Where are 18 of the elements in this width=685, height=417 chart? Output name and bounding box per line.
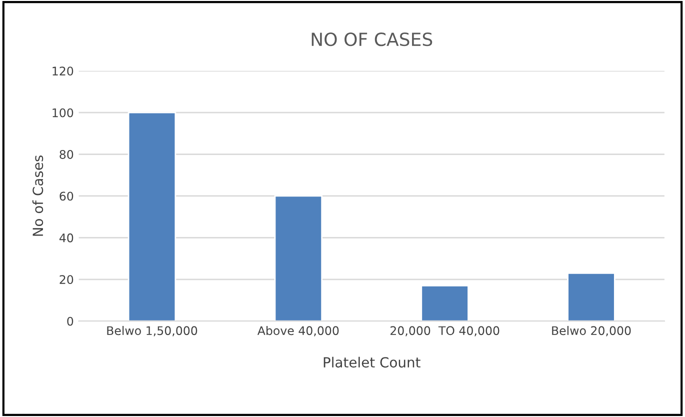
x-tick-label: 20,000 TO 40,000 [390, 326, 500, 336]
y-axis-title: No of Cases [32, 156, 44, 236]
x-axis-title: Platelet Count [324, 356, 420, 368]
y-tick-label: 20 [60, 275, 74, 284]
y-tick-label: 60 [60, 192, 74, 201]
bar [567, 272, 616, 322]
x-tick-label: Belwo 20,000 [552, 326, 631, 336]
y-tick-label: 40 [59, 233, 74, 242]
y-tick-label: 0 [67, 316, 74, 326]
chart-title: NO OF CASES [312, 32, 432, 46]
x-tick-label: Belwo 1,50,000 [107, 326, 198, 336]
bar [420, 284, 469, 322]
x-tick-label: Above 40,000 [257, 326, 339, 336]
bar [274, 195, 323, 322]
y-tick-label: 120 [52, 66, 74, 76]
bar [128, 112, 176, 322]
y-tick-label: 100 [52, 108, 74, 118]
y-tick-label: 80 [60, 150, 74, 159]
